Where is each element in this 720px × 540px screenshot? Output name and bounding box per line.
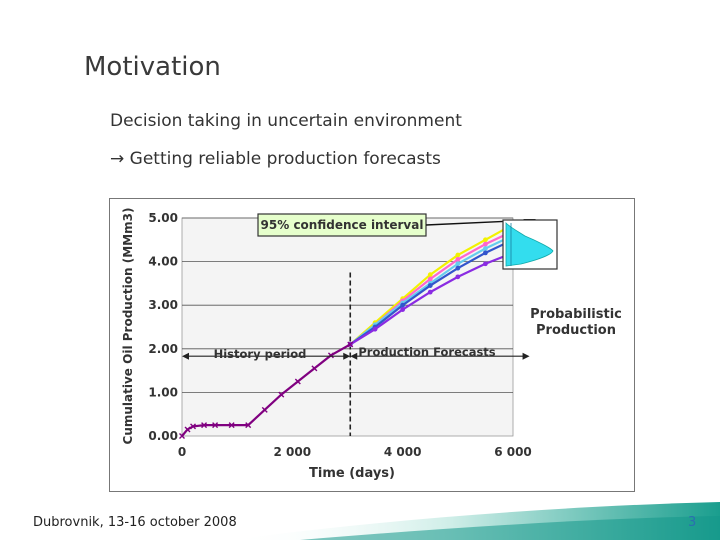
y-axis-label: Cumulative Oil Production (MMm3)	[121, 208, 135, 445]
forecast-period-arrow-head-right	[522, 352, 530, 360]
history-point	[311, 365, 318, 372]
y-tick-labels: 0.00 1.00 2.00 3.00 4.00 5.00	[148, 211, 178, 443]
forecast-point	[455, 265, 461, 271]
history-period-arrow-head-right	[343, 352, 351, 360]
x-axis-label: Time (days)	[309, 466, 395, 481]
forecast-period-arrow-head-left	[350, 352, 358, 360]
forecast-point	[427, 283, 433, 288]
history-point	[179, 433, 185, 439]
forecast-point	[483, 241, 488, 247]
forecast-point	[400, 307, 406, 312]
forecast-point	[483, 246, 488, 251]
history-point	[327, 352, 334, 359]
forecast-point	[427, 272, 433, 278]
slide-title: Motivation	[84, 52, 221, 82]
forecast-point	[427, 276, 433, 282]
probability-distribution	[502, 219, 558, 270]
bullet-decision: Decision taking in uncertain environment	[110, 111, 462, 131]
history-point	[294, 378, 301, 385]
history-point	[201, 422, 208, 429]
y-tick-label: 2.00	[148, 342, 178, 356]
probabilistic-label-2: Production	[536, 323, 616, 338]
x-tick-label: 0	[178, 445, 186, 459]
forecast-series	[347, 222, 516, 347]
y-tick-label: 0.00	[148, 429, 178, 443]
y-tick-label: 1.00	[148, 385, 178, 399]
history-point	[278, 391, 285, 398]
y-tick-label: 3.00	[148, 298, 178, 312]
forecast-point	[372, 326, 378, 332]
history-point	[261, 406, 268, 413]
confidence-interval-box: 95% confidence interval	[257, 213, 427, 237]
plot-area	[181, 217, 514, 437]
production-forecasts-label: Production Forecasts	[358, 345, 495, 359]
y-tick-label: 5.00	[148, 211, 178, 225]
y-tick-label: 4.00	[148, 255, 178, 269]
forecast-point	[455, 252, 461, 258]
history-point	[190, 423, 197, 430]
confidence-interval-label: 95% confidence interval	[261, 218, 424, 232]
forecast-point	[455, 274, 461, 280]
history-series	[179, 341, 354, 439]
footer-text: Dubrovnik, 13-16 october 2008	[33, 515, 237, 530]
history-period-label: History period	[214, 347, 307, 361]
x-tick-label: 2 000	[274, 445, 312, 459]
forecast-point	[455, 257, 461, 262]
bullet-forecasts: → Getting reliable production forecasts	[110, 149, 441, 169]
production-chart: 0.00 1.00 2.00 3.00 4.00 5.00 0 2 000 4 000 6 00…	[109, 198, 635, 492]
forecast-point	[455, 261, 461, 267]
history-point	[347, 341, 354, 348]
distribution-curve	[505, 222, 554, 267]
footer-wave	[230, 502, 720, 540]
period-arrows	[182, 352, 530, 360]
history-period-arrow-head-left	[182, 352, 189, 360]
page-number: 3	[688, 515, 697, 530]
forecast-point	[483, 261, 488, 267]
x-tick-label: 4 000	[384, 445, 422, 459]
x-tick-labels: 0 2 000 4 000 6 000	[178, 445, 532, 459]
arrow-right-icon: →	[110, 149, 125, 169]
forecast-point	[483, 250, 488, 256]
history-point	[228, 422, 235, 429]
forecast-point	[427, 289, 433, 295]
probabilistic-label-1: Probabilistic	[530, 307, 622, 322]
history-point	[184, 426, 191, 433]
x-tick-label: 6 000	[494, 445, 532, 459]
bullet-forecasts-text: Getting reliable production forecasts	[129, 149, 441, 169]
history-point	[212, 422, 219, 429]
forecast-point	[400, 302, 406, 308]
history-point	[245, 422, 252, 429]
forecast-point	[483, 237, 488, 243]
